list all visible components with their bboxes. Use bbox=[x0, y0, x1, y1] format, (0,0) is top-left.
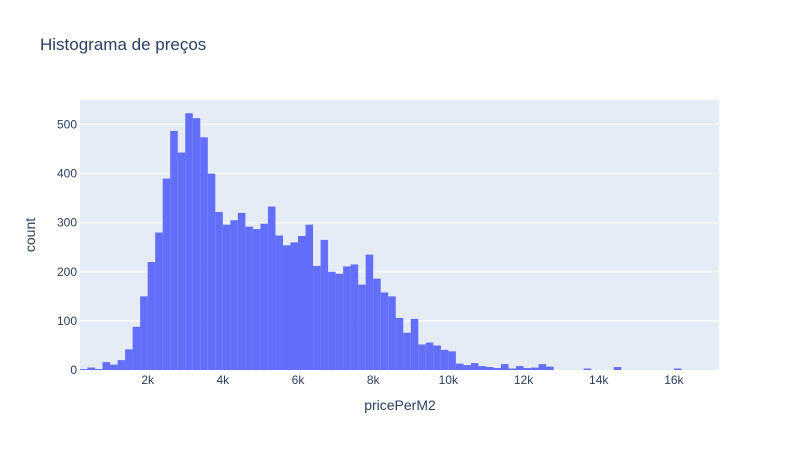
histogram-bar bbox=[440, 349, 449, 370]
histogram-bar bbox=[328, 271, 336, 370]
histogram-bar bbox=[358, 284, 366, 370]
histogram-bar bbox=[448, 351, 456, 370]
bars-group bbox=[80, 113, 682, 370]
histogram-bar bbox=[237, 212, 246, 370]
y-axis-title: count bbox=[22, 218, 38, 252]
x-tick-label: 4k bbox=[216, 373, 230, 387]
histogram-bar bbox=[335, 273, 344, 370]
histogram-bar bbox=[388, 296, 396, 370]
histogram-bar bbox=[125, 349, 133, 370]
histogram-bar bbox=[260, 223, 268, 370]
y-tick-label: 100 bbox=[57, 314, 77, 328]
x-tick-label: 2k bbox=[141, 373, 155, 387]
histogram-bar bbox=[538, 364, 547, 370]
y-tick-label: 200 bbox=[57, 265, 77, 279]
histogram-bar bbox=[170, 130, 178, 370]
histogram-bar bbox=[583, 368, 592, 370]
histogram-bar bbox=[155, 232, 163, 370]
y-tick-label: 300 bbox=[57, 216, 77, 230]
histogram-bar bbox=[478, 366, 486, 370]
histogram-bar bbox=[455, 363, 464, 370]
histogram-bar bbox=[80, 369, 88, 370]
histogram-bar bbox=[433, 345, 441, 370]
histogram-bar bbox=[282, 245, 291, 370]
y-tick-label: 500 bbox=[57, 118, 77, 132]
histogram-bar bbox=[613, 367, 622, 370]
histogram-bar bbox=[463, 365, 471, 370]
histogram-bar bbox=[110, 364, 118, 370]
histogram-bar bbox=[245, 226, 253, 370]
histogram-bar bbox=[313, 265, 321, 370]
x-tick-label: 10k bbox=[439, 373, 459, 387]
x-tick-label: 16k bbox=[664, 373, 684, 387]
histogram-bar bbox=[470, 363, 479, 370]
histogram-bar bbox=[132, 326, 141, 370]
x-tick-label: 6k bbox=[292, 373, 306, 387]
histogram-bar bbox=[523, 368, 532, 370]
histogram-bar bbox=[275, 235, 283, 370]
histogram-bar bbox=[267, 206, 276, 370]
histogram-bar bbox=[343, 266, 351, 370]
histogram-bar bbox=[418, 344, 426, 370]
histogram-bar bbox=[410, 318, 419, 370]
x-tick-label: 8k bbox=[367, 373, 381, 387]
histogram-bar bbox=[516, 366, 524, 370]
histogram-bar bbox=[485, 367, 494, 370]
histogram-bar bbox=[380, 292, 389, 370]
histogram-bar bbox=[215, 211, 223, 370]
x-axis-title: pricePerM2 bbox=[364, 397, 436, 413]
histogram-bar bbox=[200, 137, 208, 370]
histogram-bar bbox=[222, 224, 231, 370]
histogram-bar bbox=[177, 152, 186, 370]
y-tick-label: 0 bbox=[70, 363, 77, 377]
histogram-bar bbox=[117, 360, 126, 370]
histogram-bar bbox=[531, 367, 539, 370]
histogram-bar bbox=[207, 173, 216, 370]
histogram-bar bbox=[192, 118, 201, 370]
histogram-bar bbox=[350, 264, 359, 370]
histogram-bar bbox=[252, 229, 261, 370]
histogram-bar bbox=[162, 178, 171, 370]
x-axis-ticks: 2k 4k 6k 8k 10k 12k 14k 16k bbox=[141, 373, 684, 387]
histogram-bar bbox=[102, 362, 111, 370]
histogram-bar bbox=[365, 254, 374, 370]
histogram-bar bbox=[140, 296, 148, 370]
x-tick-label: 14k bbox=[589, 373, 609, 387]
histogram-bar bbox=[147, 262, 156, 370]
histogram-bar bbox=[290, 242, 299, 370]
x-tick-label: 12k bbox=[514, 373, 534, 387]
histogram-bar bbox=[230, 220, 238, 370]
histogram-bar bbox=[425, 342, 434, 370]
histogram-bar bbox=[373, 278, 381, 370]
histogram-bar bbox=[493, 368, 501, 370]
histogram-bar bbox=[320, 239, 329, 370]
histogram-bar bbox=[673, 368, 682, 370]
histogram-bar bbox=[305, 224, 314, 370]
y-tick-label: 400 bbox=[57, 167, 77, 181]
histogram-bar bbox=[546, 366, 554, 370]
y-axis-ticks: 0 100 200 300 400 500 bbox=[57, 118, 77, 377]
histogram-bar bbox=[403, 332, 411, 370]
histogram-bar bbox=[395, 317, 404, 370]
histogram-bar bbox=[508, 368, 517, 370]
histogram-bar bbox=[95, 369, 103, 370]
histogram-bar bbox=[298, 235, 306, 370]
histogram-bar bbox=[185, 113, 193, 370]
histogram-bar bbox=[87, 367, 96, 370]
chart-title: Histograma de preços bbox=[40, 35, 206, 54]
histogram-bar bbox=[500, 364, 509, 370]
